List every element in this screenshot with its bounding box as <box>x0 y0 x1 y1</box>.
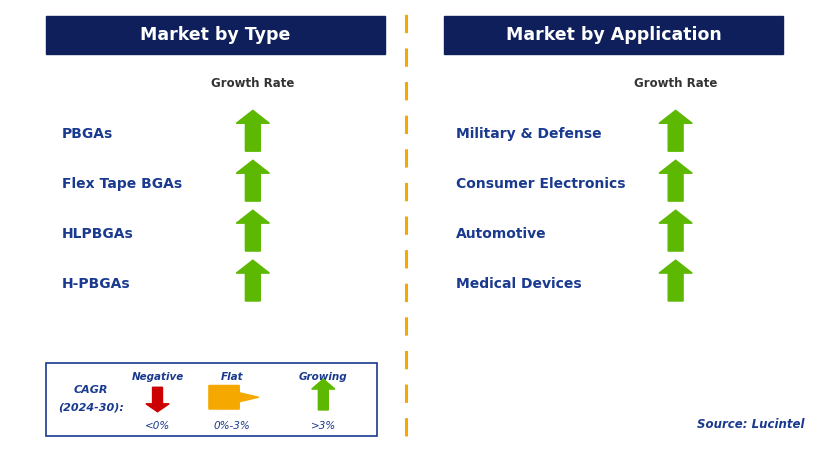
Text: Consumer Electronics: Consumer Electronics <box>455 177 624 191</box>
Text: Medical Devices: Medical Devices <box>455 277 581 291</box>
FancyBboxPatch shape <box>46 363 377 436</box>
Text: Growth Rate: Growth Rate <box>633 78 716 90</box>
Polygon shape <box>658 260 691 301</box>
Polygon shape <box>658 160 691 201</box>
Text: 0%-3%: 0%-3% <box>214 421 250 431</box>
FancyBboxPatch shape <box>46 16 385 54</box>
Polygon shape <box>236 160 269 201</box>
Polygon shape <box>658 210 691 251</box>
Text: Military & Defense: Military & Defense <box>455 127 601 141</box>
Text: Source: Lucintel: Source: Lucintel <box>696 418 803 431</box>
Text: PBGAs: PBGAs <box>62 127 113 141</box>
Polygon shape <box>658 110 691 151</box>
Polygon shape <box>146 387 169 412</box>
Polygon shape <box>209 385 258 409</box>
Text: Flat: Flat <box>220 372 243 382</box>
Text: Growth Rate: Growth Rate <box>211 78 294 90</box>
Text: Automotive: Automotive <box>455 227 546 241</box>
Polygon shape <box>236 210 269 251</box>
Text: >3%: >3% <box>310 421 335 431</box>
Text: Market by Type: Market by Type <box>140 26 291 44</box>
Polygon shape <box>236 110 269 151</box>
FancyBboxPatch shape <box>443 16 782 54</box>
Polygon shape <box>311 379 335 410</box>
Text: Negative: Negative <box>131 372 184 382</box>
Text: Growing: Growing <box>299 372 347 382</box>
Text: Market by Application: Market by Application <box>505 26 720 44</box>
Text: HLPBGAs: HLPBGAs <box>62 227 134 241</box>
Text: <0%: <0% <box>145 421 170 431</box>
Text: Flex Tape BGAs: Flex Tape BGAs <box>62 177 182 191</box>
Text: (2024-30):: (2024-30): <box>58 403 124 413</box>
Text: H-PBGAs: H-PBGAs <box>62 277 131 291</box>
Polygon shape <box>236 260 269 301</box>
Text: CAGR: CAGR <box>74 385 108 395</box>
